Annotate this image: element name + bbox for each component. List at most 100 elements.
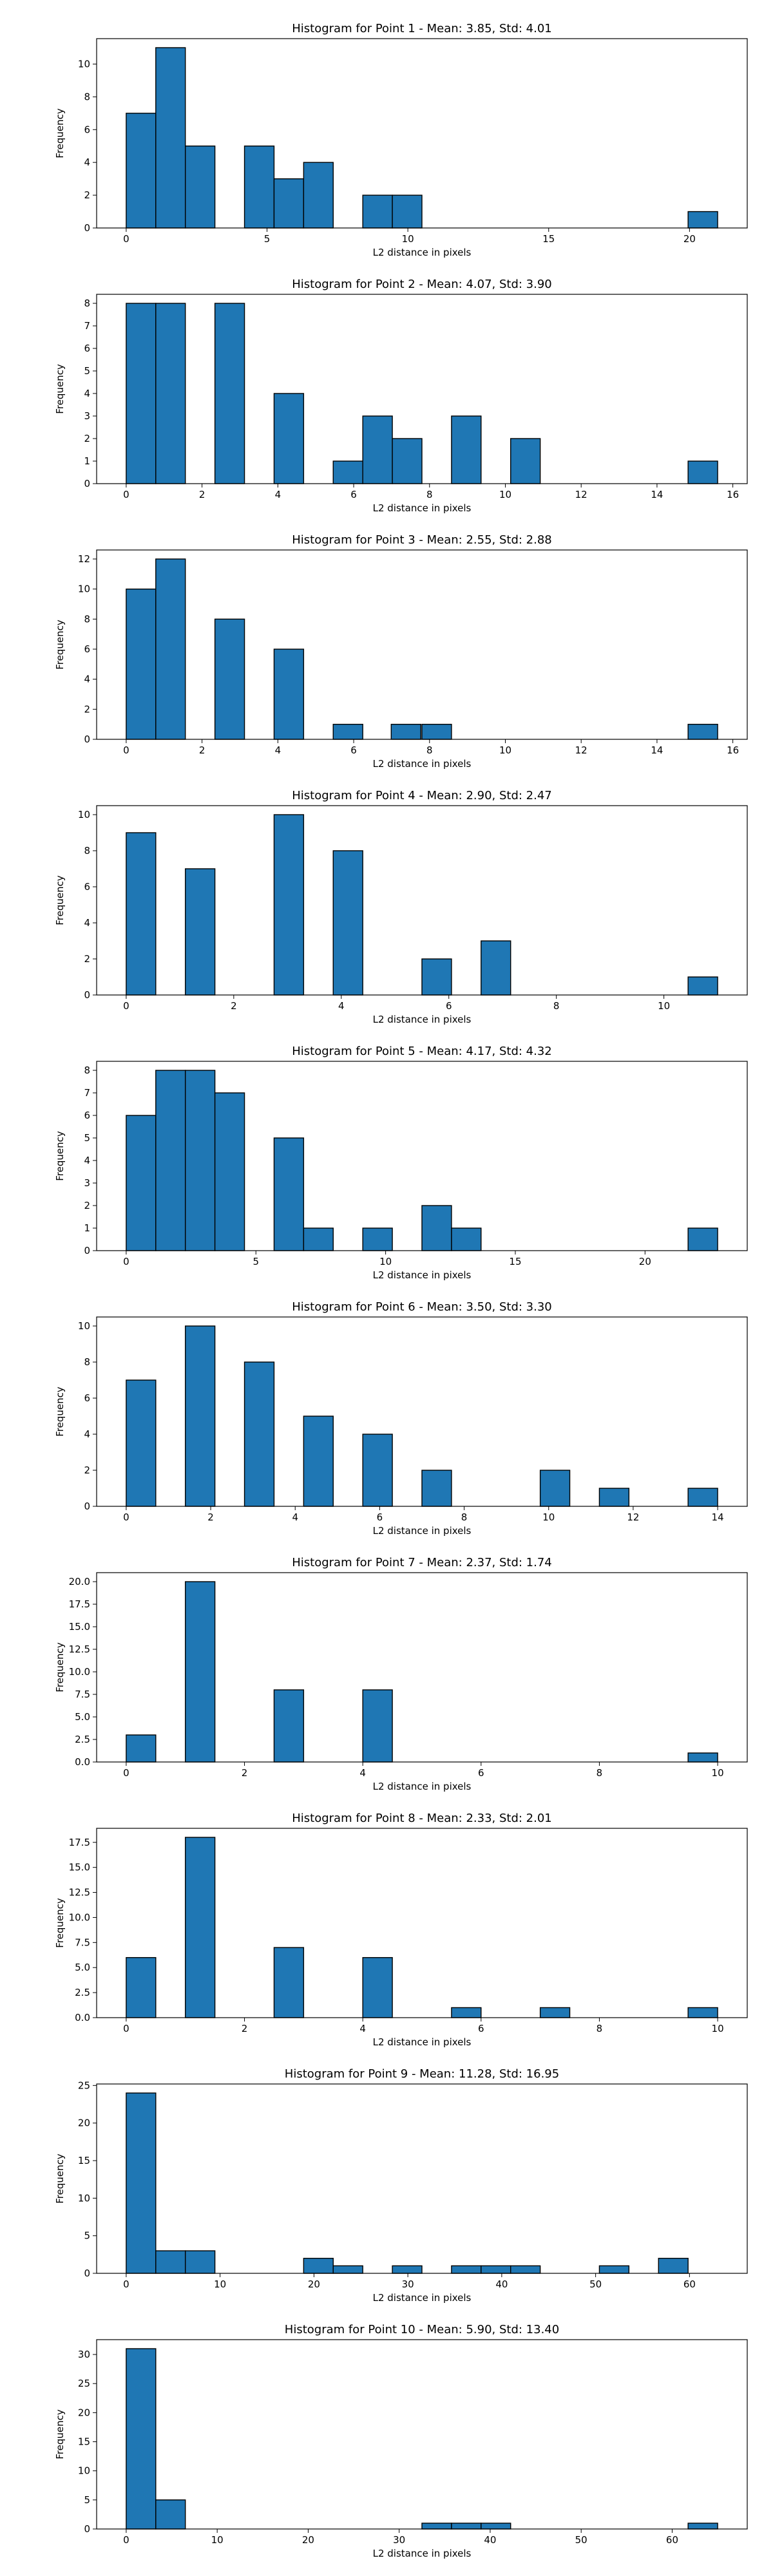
y-tick-label: 4 [84,1428,90,1440]
x-tick-label: 4 [275,744,282,756]
histogram-bar [362,1227,393,1251]
histogram-bar [332,850,363,996]
chart-panel-5: 0 5 10 15 20 0 1 2 3 4 5 6 7 8 Histogram for Point 5 -… [54,1045,748,1281]
y-tick-label: 2 [84,953,90,965]
plot-area [97,550,747,739]
x-tick-label: 12 [575,489,587,500]
x-tick-label: 60 [683,2278,696,2290]
y-tick-label: 8 [84,613,90,625]
histogram-bar [332,723,363,740]
axes-frame [96,805,748,996]
y-tick-label: 7 [84,1087,90,1099]
histogram-bar [362,415,393,484]
histogram-bar [687,976,718,996]
x-tick-label: 6 [478,2023,484,2034]
y-tick-label: 2 [84,703,90,715]
y-tick-label: 10.0 [69,1666,90,1678]
histogram-bar [362,1434,393,1507]
y-tick-label: 0 [84,478,90,489]
histogram-bar [451,415,482,484]
y-tick-label: 8 [84,91,90,102]
x-tick-label: 0 [123,1511,129,1523]
x-tick-label: 16 [727,489,739,500]
x-tick-label: 6 [350,744,357,756]
histogram-bar [126,303,157,484]
y-axis-label: Frequency [54,620,66,670]
x-tick-label: 2 [199,744,205,756]
y-tick-label: 10 [78,809,90,820]
histogram-bar [185,2250,216,2274]
axes-frame [96,1316,748,1507]
y-tick-label: 0 [84,734,90,745]
x-tick-label: 10 [712,2023,724,2034]
y-tick-label: 15 [78,2436,90,2448]
y-tick-label: 4 [84,1155,90,1166]
histogram-bar [303,1227,334,1251]
histogram-bar [126,1379,157,1507]
histogram-bar [214,618,245,740]
histogram-bar [687,460,718,484]
y-tick-label: 17.5 [69,1837,90,1848]
x-tick-label: 2 [207,1511,214,1523]
chart-panel-4: 0 2 4 6 8 10 0 2 4 6 8 10 Histogram for Point 4 - Me… [54,789,748,1025]
histogram-bar [481,2523,511,2530]
y-tick-label: 5 [84,2230,90,2242]
histogram-bar [598,2265,630,2274]
y-tick-label: 0.0 [75,1756,90,1768]
histogram-bar [126,113,157,229]
y-tick-label: 25 [78,2079,90,2091]
histogram-bar [273,1137,305,1251]
x-axis-label: L2 distance in pixels [373,1525,472,1537]
y-tick-label: 5 [84,365,90,377]
histogram-bar [273,814,305,996]
y-tick-label: 10 [78,1320,90,1332]
histogram-bar [510,2265,541,2274]
x-tick-label: 6 [350,489,357,500]
chart-title: Histogram for Point 4 - Mean: 2.90, Std:… [292,789,552,802]
histogram-bar [126,1115,157,1251]
y-axis-label: Frequency [54,1387,66,1437]
axes-frame [96,1828,748,2018]
y-tick-label: 15.0 [69,1862,90,1873]
axes-frame [96,2083,748,2274]
x-tick-label: 6 [377,1511,383,1523]
y-tick-label: 10 [78,58,90,70]
x-tick-label: 40 [484,2534,496,2546]
x-tick-label: 10 [499,489,511,500]
x-tick-label: 0 [123,744,129,756]
y-tick-label: 8 [84,298,90,309]
chart-title: Histogram for Point 8 - Mean: 2.33, Std:… [292,1812,552,1825]
histogram-bar [362,1689,393,1763]
histogram-bar [421,958,452,996]
axes-frame [96,38,748,229]
histogram-bar [392,194,423,229]
histogram-bar [243,146,275,229]
x-tick-label: 4 [292,1511,298,1523]
histogram-bar [362,194,393,229]
x-tick-label: 8 [426,744,433,756]
y-tick-label: 8 [84,1356,90,1368]
x-axis-label: L2 distance in pixels [373,2036,472,2048]
x-tick-label: 2 [199,489,205,500]
y-tick-label: 0 [84,222,90,234]
x-tick-label: 50 [589,2278,602,2290]
histogram-bar [185,1070,216,1251]
x-tick-label: 30 [402,2278,414,2290]
x-tick-label: 0 [123,2023,129,2034]
histogram-bar [332,2265,363,2274]
x-tick-label: 5 [264,233,271,245]
y-tick-label: 12.5 [69,1887,90,1899]
histogram-bar [243,1361,275,1507]
chart-title: Histogram for Point 1 - Mean: 3.85, Std:… [292,22,552,35]
x-tick-label: 50 [575,2534,587,2546]
x-tick-label: 2 [242,1767,248,1779]
x-tick-label: 0 [123,489,129,500]
y-tick-label: 4 [84,674,90,685]
x-tick-label: 8 [596,1767,603,1779]
histogram-bar [155,558,186,740]
chart-panel-10: 0 10 20 30 40 50 60 0 5 10 15 20 25 30 Histogram for P… [54,2323,748,2559]
histogram-bar [451,2007,482,2018]
histogram-bar [126,2348,157,2530]
histogram-bar [421,1470,452,1507]
histogram-bar [687,2007,718,2018]
